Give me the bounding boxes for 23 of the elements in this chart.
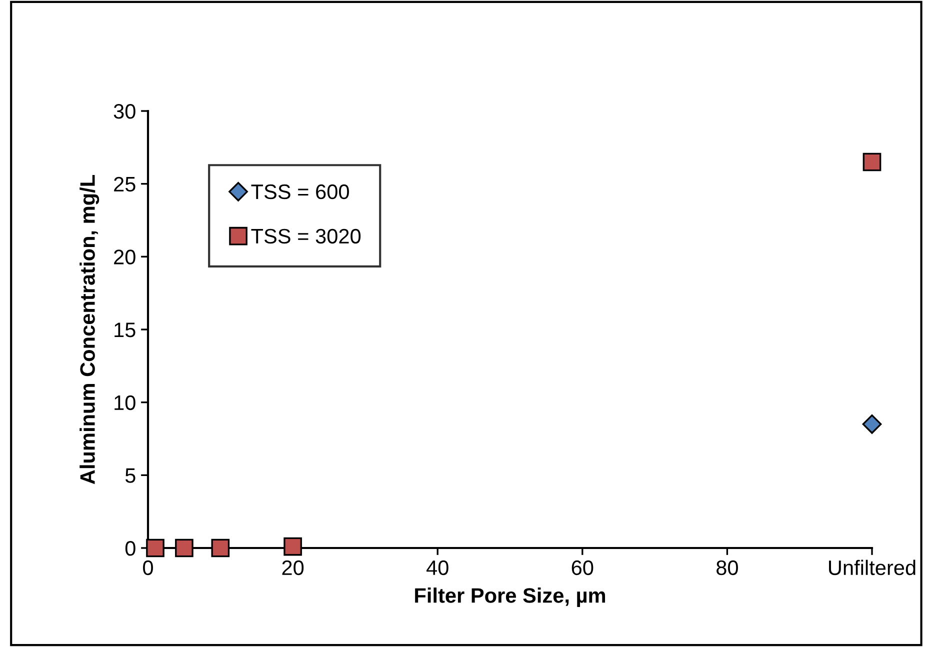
y-tick-label: 0 (125, 541, 136, 556)
legend-label: TSS = 600 (251, 184, 349, 200)
point (862, 414, 882, 434)
point (175, 538, 194, 558)
point (211, 538, 230, 558)
x-tick-label: 80 (716, 560, 738, 576)
x-tick-label: 20 (282, 560, 304, 576)
y-tick-label: 5 (125, 468, 136, 483)
x-axis-title: Filter Pore Size, µm (415, 588, 606, 607)
x-tick-label: 60 (572, 560, 594, 576)
y-tick-label: 30 (114, 104, 136, 119)
y-tick-label: 15 (114, 322, 136, 338)
x-tick-label: 40 (426, 560, 448, 576)
y-axis-title: Aluminum Concentration, mg/L (80, 175, 100, 484)
y-tick-label: 10 (114, 395, 136, 410)
x-tick-label: 0 (143, 560, 153, 576)
point (862, 152, 882, 172)
x-tick-label: Unfiltered (829, 560, 916, 576)
legend-label: TSS = 3020 (251, 228, 361, 244)
point (284, 537, 302, 556)
y-tick-label: 25 (114, 176, 136, 192)
y-tick-label: 20 (114, 250, 136, 264)
point (146, 538, 164, 558)
